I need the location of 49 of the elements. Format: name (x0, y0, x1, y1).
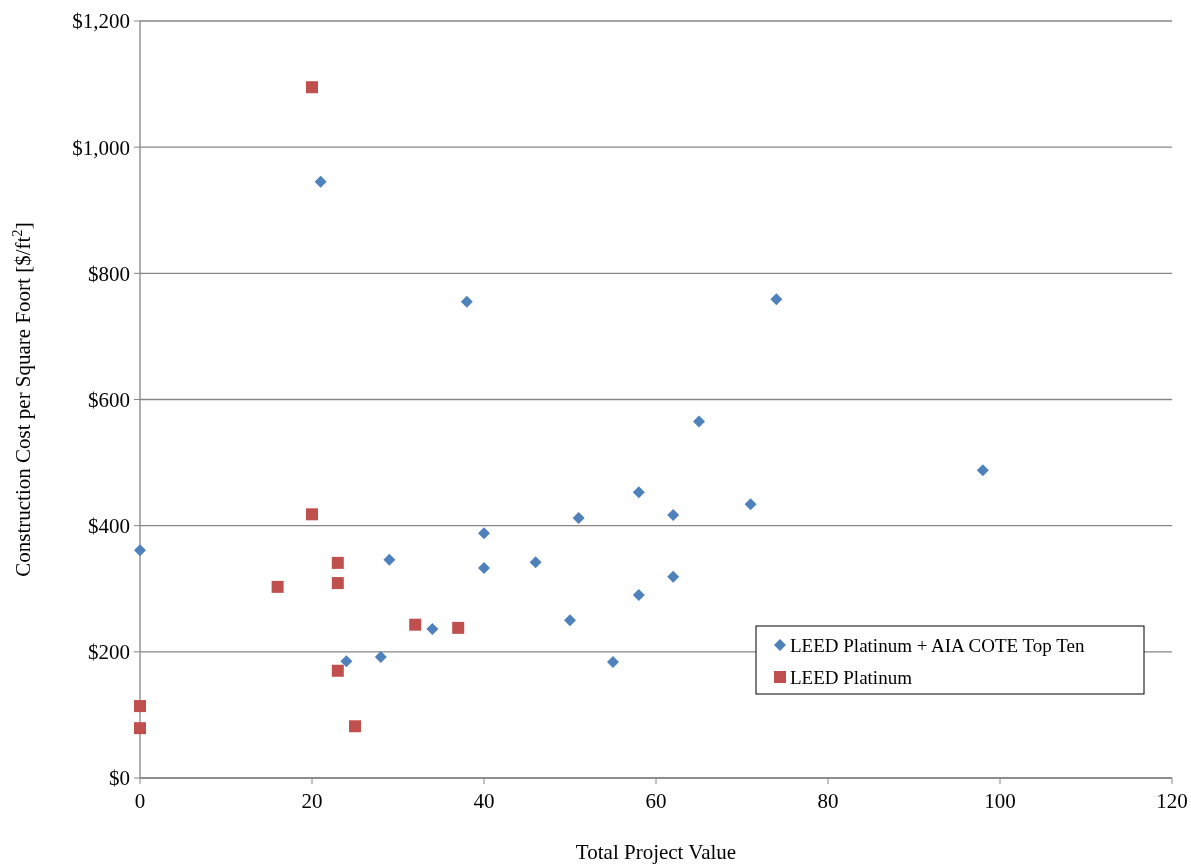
point (331, 577, 344, 590)
point (632, 486, 645, 499)
point (134, 700, 146, 713)
point (529, 556, 542, 569)
x-tick-label: 120 (1156, 789, 1188, 813)
point (460, 295, 473, 308)
point (452, 621, 465, 634)
x-tick-label: 40 (473, 789, 495, 813)
point (271, 580, 284, 593)
point (331, 664, 344, 677)
y-tick-label: $800 (88, 261, 130, 286)
point (607, 655, 619, 668)
point (744, 498, 757, 511)
point (306, 508, 318, 521)
x-tick-label: 80 (817, 789, 839, 813)
point (374, 650, 387, 663)
point (770, 293, 783, 306)
point (572, 512, 585, 525)
x-axis-title: Total Project Value (575, 840, 737, 864)
point (667, 570, 680, 583)
y-tick-label: $1,000 (72, 135, 130, 160)
x-tick-label: 60 (645, 789, 667, 813)
y-tick-label: $200 (88, 640, 130, 665)
point (314, 175, 327, 188)
point (383, 553, 396, 566)
point (340, 655, 353, 668)
point (426, 623, 439, 636)
point (693, 415, 705, 428)
x-tick-label: 0 (134, 789, 146, 813)
point (134, 544, 146, 557)
point (306, 81, 318, 94)
point (667, 508, 680, 521)
point (331, 556, 344, 569)
point (409, 618, 422, 631)
point (976, 464, 989, 477)
legend-label: LEED Platinum (790, 666, 913, 688)
y-tick-label: $0 (109, 766, 130, 791)
point (478, 527, 490, 540)
point (632, 589, 645, 602)
y-tick-label: $400 (88, 514, 130, 539)
y-tick-label: $600 (88, 387, 130, 412)
point (134, 722, 146, 735)
legend-label: LEED Platinum + AIA COTE Top Ten (790, 634, 1085, 656)
x-tick-label: 20 (301, 789, 323, 813)
point (478, 561, 490, 574)
point (564, 614, 576, 627)
x-tick-label: 100 (984, 789, 1016, 813)
y-tick-label: $1,200 (72, 9, 130, 34)
point (349, 720, 361, 733)
